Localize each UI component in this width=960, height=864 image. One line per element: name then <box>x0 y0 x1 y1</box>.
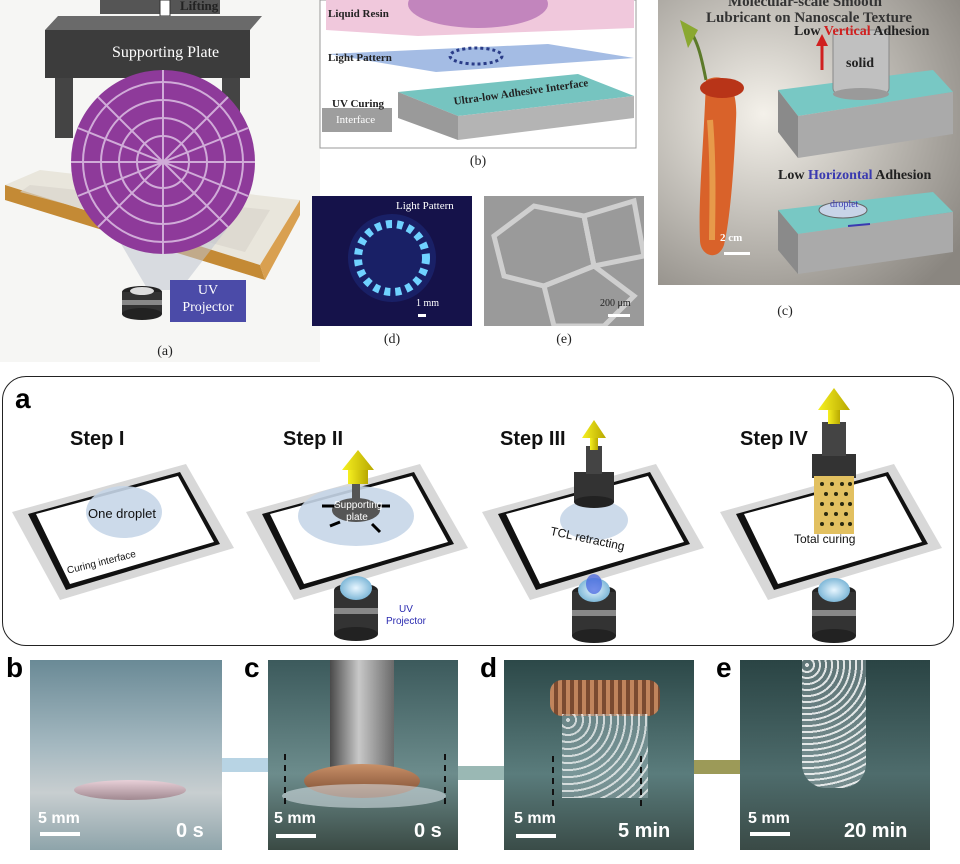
step4-title: Step IV <box>740 428 808 450</box>
caption-a: (a) <box>157 344 173 359</box>
supporting-plate-label: Supporting plate <box>334 500 383 524</box>
panel-e: 200 μm (e) <box>484 196 644 356</box>
c-title-2: Lubricant on Nanoscale Texture <box>706 10 912 26</box>
low-horizontal-adhesion: Low Horizontal Adhesion <box>778 168 931 184</box>
time-c: 0 s <box>414 820 442 842</box>
adhesion-word-2: Adhesion <box>872 168 932 183</box>
connector-2 <box>458 766 504 780</box>
uv-projector-label: UV Projector <box>170 282 246 316</box>
plate-word: plate <box>346 512 368 523</box>
uv-curing-label: UV Curing <box>332 98 385 110</box>
c-scale: 2 cm <box>720 232 743 244</box>
light-pattern-label: Light Pattern <box>328 52 392 64</box>
droplet-pool-c <box>282 784 446 808</box>
dash-right-d <box>640 756 642 806</box>
uv-word: UV <box>399 604 413 615</box>
time-e: 20 min <box>844 820 908 842</box>
supporting-word: Supporting <box>334 500 383 511</box>
photo-c: 5 mm 0 s <box>268 660 458 850</box>
photo-b: 5 mm 0 s <box>30 660 222 850</box>
caption-b: (b) <box>469 154 487 169</box>
photo-letter-d: d <box>480 652 498 683</box>
scale-bar-c <box>276 834 316 838</box>
liquid-resin-label: Liquid Resin <box>328 8 389 20</box>
low-word-2: Low <box>778 168 808 183</box>
layer-illustration <box>319 0 637 149</box>
scale-d: 5 mm <box>514 810 556 827</box>
caption-d: (d) <box>383 332 401 347</box>
vertical-word: Vertical <box>823 24 871 39</box>
panel-d: Light Pattern 1 mm (d) <box>312 196 472 356</box>
panel-c: Molecular-scale Smooth Lubricant on Nano… <box>658 0 960 330</box>
scale-bar-e <box>750 832 790 836</box>
panel-a: Lifting Supporting Plate UV Projector (a… <box>0 0 320 362</box>
photo-letter-c: c <box>244 652 260 683</box>
photo-letter-e: e <box>716 652 732 683</box>
step3-title: Step III <box>500 428 566 450</box>
droplet-shape <box>74 780 186 800</box>
photo-letter-b: b <box>6 652 24 683</box>
step1-plate <box>12 464 234 600</box>
lifting-label: Lifting <box>180 0 219 13</box>
connector-1 <box>222 758 268 772</box>
scale-bar-d <box>516 834 556 838</box>
connector-3 <box>694 760 740 774</box>
step3-plate <box>482 420 704 643</box>
dash-left-c <box>284 754 286 804</box>
scale-bar-b <box>40 832 80 836</box>
time-b: 0 s <box>176 820 204 842</box>
adhesion-word-1: Adhesion <box>870 24 930 39</box>
projector-word: Projector <box>386 616 427 627</box>
caption-c: (c) <box>777 304 793 319</box>
low-word-1: Low <box>794 24 824 39</box>
panel-letter-a: a <box>15 383 31 414</box>
light-pattern-photo <box>312 196 472 326</box>
total-curing-label: Total curing <box>794 532 856 546</box>
pitcher-plant-illustration <box>658 0 960 285</box>
c-title-1: Molecular-scale Smooth <box>728 0 882 10</box>
photo-row: b 5 mm 0 s c 5 mm 0 s d 5 mm 5 min e 5 m… <box>0 650 960 864</box>
scale-e: 5 mm <box>748 810 790 827</box>
metal-rod <box>330 660 394 770</box>
e-scale: 200 μm <box>600 298 631 309</box>
lattice-cylinder-d <box>562 714 648 798</box>
d-light-pattern: Light Pattern <box>396 200 454 212</box>
supporting-plate-label: Supporting Plate <box>112 44 220 61</box>
scale-b: 5 mm <box>38 810 80 827</box>
lattice-cylinder-e <box>802 660 866 788</box>
photo-d: 5 mm 5 min <box>504 660 694 850</box>
panel-b: Liquid Resin Light Pattern UV Curing Int… <box>318 0 640 190</box>
photo-e: 5 mm 20 min <box>740 660 930 850</box>
step2-plate <box>246 450 468 641</box>
top-figure: Lifting Supporting Plate UV Projector (a… <box>0 0 960 362</box>
uv-label: UV Projector <box>182 283 234 315</box>
low-vertical-adhesion: Low Vertical Adhesion <box>794 24 929 40</box>
caption-e: (e) <box>556 332 572 347</box>
uv-projector-label-2: UV Projector <box>386 604 426 628</box>
dash-left-d <box>552 756 554 806</box>
time-d: 5 min <box>618 820 671 842</box>
printer-illustration <box>0 0 320 362</box>
steps-illustration <box>12 388 942 643</box>
knurled-cap <box>550 680 660 716</box>
droplet-label: droplet <box>830 199 859 210</box>
one-droplet-label: One droplet <box>88 506 156 521</box>
horizontal-word: Horizontal <box>807 168 873 183</box>
uv-projector-box <box>170 280 246 322</box>
step2-title: Step II <box>283 428 344 450</box>
scale-c: 5 mm <box>274 810 316 827</box>
cured-lattice-tube <box>814 476 854 534</box>
solid-label: solid <box>846 56 875 71</box>
sem-photo <box>484 196 644 326</box>
step4-plate <box>720 388 942 643</box>
dash-right-c <box>444 754 446 804</box>
d-scale: 1 mm <box>416 298 440 309</box>
steps-panel: a <box>2 376 954 646</box>
interface-label: Interface <box>336 114 376 126</box>
step1-title: Step I <box>70 428 125 450</box>
